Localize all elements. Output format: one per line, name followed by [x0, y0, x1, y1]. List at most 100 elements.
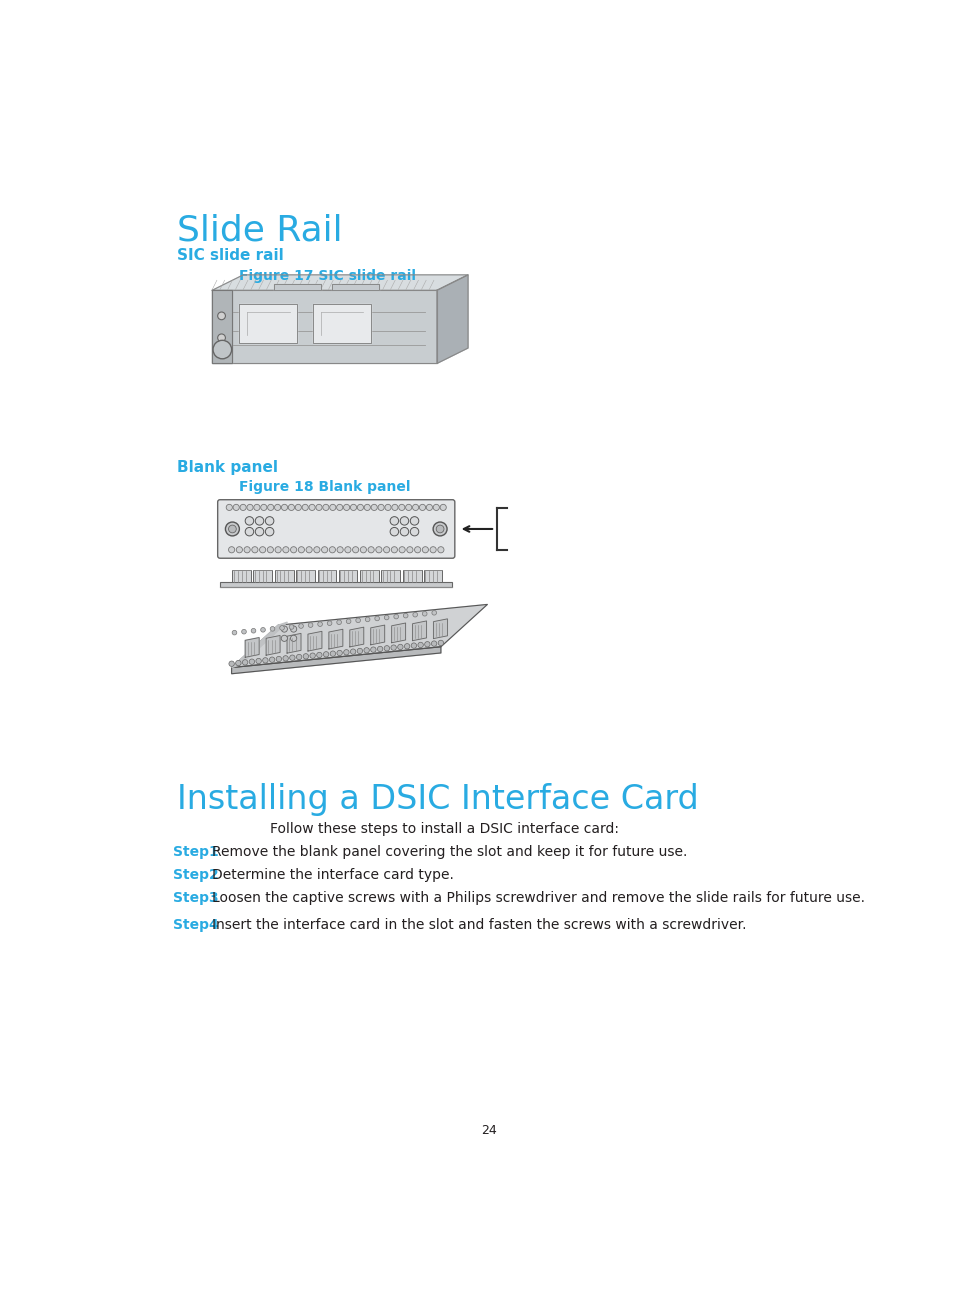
Circle shape	[290, 654, 294, 661]
Circle shape	[433, 504, 439, 511]
Circle shape	[399, 517, 408, 525]
Circle shape	[430, 547, 436, 553]
Circle shape	[255, 527, 264, 537]
Circle shape	[343, 649, 349, 654]
Circle shape	[383, 547, 390, 553]
Polygon shape	[232, 604, 487, 667]
Circle shape	[327, 621, 332, 626]
Circle shape	[371, 647, 375, 652]
Circle shape	[412, 504, 418, 511]
Circle shape	[432, 610, 436, 616]
Circle shape	[265, 527, 274, 537]
Circle shape	[303, 653, 308, 660]
Circle shape	[390, 527, 398, 537]
Circle shape	[336, 651, 342, 656]
Circle shape	[321, 547, 328, 553]
Circle shape	[330, 651, 335, 656]
Polygon shape	[308, 631, 321, 651]
Circle shape	[384, 616, 389, 619]
Bar	[338, 570, 356, 582]
Circle shape	[294, 504, 301, 511]
Circle shape	[329, 547, 335, 553]
Circle shape	[371, 504, 376, 511]
Circle shape	[314, 547, 319, 553]
Polygon shape	[232, 622, 287, 667]
Circle shape	[350, 649, 355, 654]
Circle shape	[251, 629, 255, 632]
Circle shape	[437, 640, 443, 645]
Circle shape	[291, 626, 296, 632]
Circle shape	[350, 504, 356, 511]
Circle shape	[315, 504, 322, 511]
Circle shape	[274, 547, 281, 553]
Bar	[295, 570, 314, 582]
Circle shape	[417, 643, 423, 648]
Circle shape	[437, 547, 443, 553]
Circle shape	[426, 504, 432, 511]
Circle shape	[259, 547, 266, 553]
Text: Step3: Step3	[173, 890, 219, 905]
Circle shape	[397, 644, 403, 649]
Text: Step4: Step4	[173, 918, 219, 932]
Polygon shape	[433, 619, 447, 639]
Text: Figure 17 SIC slide rail: Figure 17 SIC slide rail	[239, 270, 416, 284]
Circle shape	[268, 504, 274, 511]
Polygon shape	[332, 284, 378, 290]
Bar	[274, 570, 294, 582]
Circle shape	[398, 547, 405, 553]
Circle shape	[355, 618, 360, 622]
Circle shape	[245, 517, 253, 525]
Circle shape	[377, 647, 382, 652]
Circle shape	[356, 648, 362, 653]
Circle shape	[384, 645, 389, 651]
Circle shape	[244, 547, 250, 553]
Circle shape	[317, 622, 322, 626]
Circle shape	[262, 657, 268, 664]
Circle shape	[281, 504, 287, 511]
Circle shape	[302, 504, 308, 511]
Circle shape	[410, 517, 418, 525]
Circle shape	[336, 504, 342, 511]
Circle shape	[306, 547, 312, 553]
Polygon shape	[436, 275, 468, 363]
Polygon shape	[266, 635, 280, 656]
Circle shape	[368, 547, 374, 553]
Circle shape	[270, 626, 274, 631]
Circle shape	[269, 657, 274, 662]
Circle shape	[225, 522, 239, 537]
Circle shape	[229, 525, 236, 533]
Polygon shape	[412, 621, 426, 640]
Circle shape	[377, 504, 384, 511]
Circle shape	[391, 547, 397, 553]
Circle shape	[375, 616, 379, 621]
Circle shape	[265, 517, 274, 525]
Circle shape	[291, 635, 296, 642]
Circle shape	[357, 504, 363, 511]
Bar	[381, 570, 399, 582]
Circle shape	[288, 504, 294, 511]
Circle shape	[255, 658, 261, 664]
Circle shape	[283, 656, 288, 661]
Polygon shape	[392, 623, 405, 643]
Circle shape	[439, 504, 446, 511]
Polygon shape	[232, 647, 440, 674]
Text: Step2: Step2	[173, 868, 219, 881]
Bar	[423, 570, 442, 582]
Circle shape	[404, 644, 410, 649]
Circle shape	[229, 547, 234, 553]
Circle shape	[405, 504, 412, 511]
Polygon shape	[329, 630, 342, 649]
Text: Insert the interface card in the slot and fasten the screws with a screwdriver.: Insert the interface card in the slot an…	[212, 918, 746, 932]
Circle shape	[363, 648, 369, 653]
Bar	[253, 570, 272, 582]
Polygon shape	[313, 305, 371, 342]
Circle shape	[233, 504, 239, 511]
Circle shape	[433, 522, 447, 537]
Circle shape	[403, 613, 408, 618]
Text: Slide Rail: Slide Rail	[177, 214, 343, 248]
Circle shape	[249, 658, 254, 665]
Circle shape	[252, 547, 257, 553]
Circle shape	[365, 617, 370, 622]
Circle shape	[336, 547, 343, 553]
Circle shape	[398, 504, 404, 511]
